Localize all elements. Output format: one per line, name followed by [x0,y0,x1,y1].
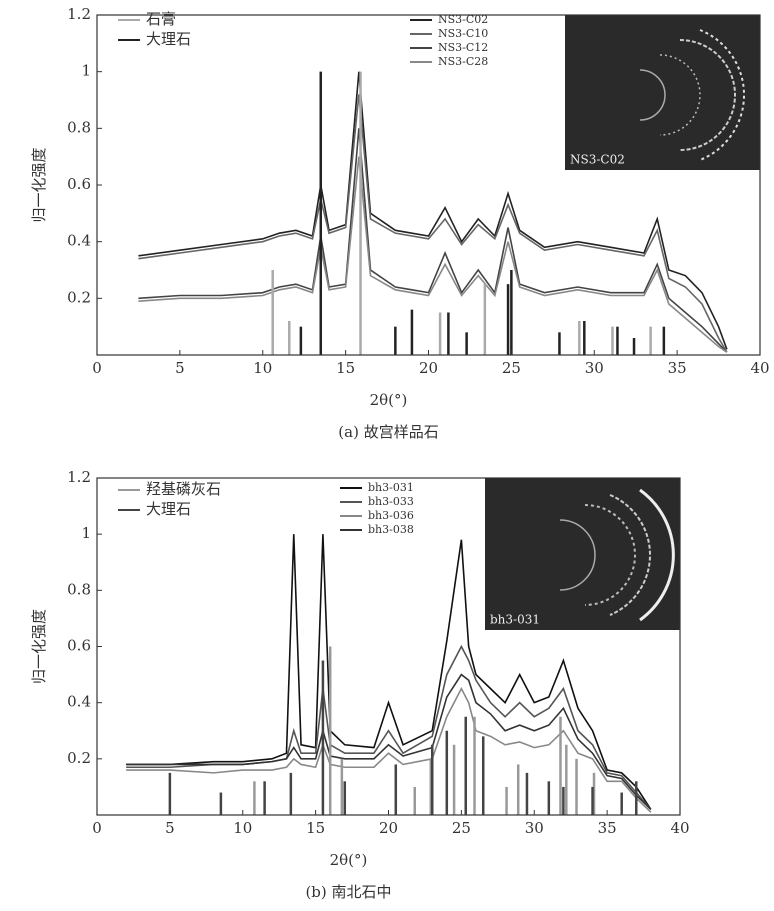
inset-label: NS3-C02 [570,153,625,167]
xrd-curve [138,156,728,353]
x-tick-label: 20 [379,819,398,837]
legend-label: 大理石 [146,30,191,48]
legend-label: bh3-036 [368,509,414,522]
caption: (a) 故宫样品石 [338,423,438,441]
x-axis-label: 2θ(°) [370,391,408,409]
caption: (b) 南北石中 [305,883,391,901]
y-tick-label: 1.2 [67,468,91,486]
x-tick-label: 5 [175,359,185,377]
legend-label: bh3-031 [368,481,414,494]
xrd-curve [126,534,652,810]
y-tick-label: 0.4 [67,693,91,711]
legend-label: 大理石 [146,500,191,518]
legend-label: 石膏 [146,10,176,28]
x-tick-label: 15 [306,819,325,837]
x-tick-label: 0 [92,359,102,377]
x-tick-label: 5 [165,819,175,837]
x-tick-label: 25 [452,819,471,837]
legend-label: NS3-C12 [438,41,488,54]
xrd-curve [138,94,728,353]
x-tick-label: 0 [92,819,102,837]
inset-image [485,15,760,630]
y-tick-label: 1 [81,62,91,80]
y-tick-label: 1.2 [67,5,91,23]
x-tick-label: 20 [419,359,438,377]
x-tick-label: 25 [502,359,521,377]
xrd-curve [126,686,652,813]
legend-label: NS3-C02 [438,13,488,26]
x-tick-label: 40 [750,359,769,377]
y-tick-label: 0.4 [67,232,91,250]
y-tick-label: 0.8 [67,118,91,136]
legend-label: 羟基磷灰石 [146,480,221,498]
x-tick-label: 35 [598,819,617,837]
y-tick-label: 0.2 [67,749,91,767]
xrd-curve [138,71,728,350]
y-tick-label: 0.6 [67,637,91,655]
x-tick-label: 30 [525,819,544,837]
legend-label: bh3-038 [368,523,414,536]
xrd-curve [126,644,652,810]
y-tick-label: 0.6 [67,175,91,193]
y-axis-label: 归一化强度 [30,147,48,222]
legend-label: NS3-C28 [438,55,488,68]
y-axis-label: 归一化强度 [30,609,48,684]
y-tick-label: 1 [81,524,91,542]
x-tick-label: 15 [336,359,355,377]
x-tick-label: 30 [585,359,604,377]
x-tick-label: 10 [233,819,252,837]
xrd-curve [126,673,652,810]
inset-label: bh3-031 [490,613,540,627]
xrd-curve [138,128,728,353]
legend-label: NS3-C10 [438,27,488,40]
x-tick-label: 10 [253,359,272,377]
y-tick-label: 0.8 [67,580,91,598]
x-axis-label: 2θ(°) [330,851,368,869]
y-tick-label: 0.2 [67,288,91,306]
x-tick-label: 40 [670,819,689,837]
legend-label: bh3-033 [368,495,414,508]
x-tick-label: 35 [668,359,687,377]
